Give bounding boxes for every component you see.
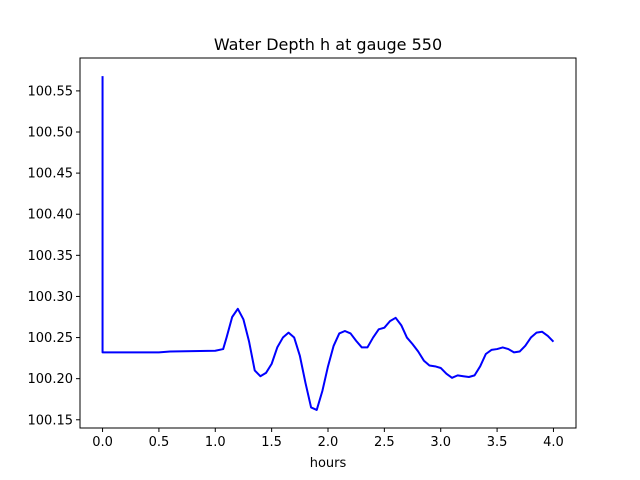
y-tick-label: 100.45 (28, 167, 74, 182)
x-axis: 0.0 0.5 1.0 1.5 2.0 2.5 3.0 3.5 4.0 (92, 428, 564, 450)
y-tick-label: 100.30 (28, 290, 74, 305)
chart-title: Water Depth h at gauge 550 (214, 35, 442, 54)
y-tick-label: 100.25 (28, 331, 74, 346)
x-tick-label: 3.0 (430, 435, 451, 450)
axes-frame (79, 57, 577, 429)
x-axis-label: hours (310, 456, 347, 471)
x-tick-label: 0.0 (92, 435, 113, 450)
y-tick-label: 100.40 (28, 208, 74, 223)
y-tick-label: 100.20 (28, 372, 74, 387)
y-tick-label: 100.35 (28, 249, 74, 264)
x-tick-label: 2.0 (318, 435, 339, 450)
y-tick-label: 100.50 (28, 126, 74, 141)
x-tick-label: 1.0 (205, 435, 226, 450)
x-tick-label: 0.5 (149, 435, 170, 450)
series-line-0 (101, 76, 555, 411)
x-tick-label: 1.5 (261, 435, 282, 450)
y-tick-label: 100.55 (28, 84, 74, 99)
plot-area (101, 76, 555, 411)
x-tick-label: 4.0 (543, 435, 564, 450)
x-tick-label: 2.5 (374, 435, 395, 450)
y-tick-label: 100.15 (28, 413, 74, 428)
x-tick-label: 3.5 (487, 435, 508, 450)
y-axis: 100.15 100.20 100.25 100.30 100.35 100.40 100.… (28, 84, 80, 428)
